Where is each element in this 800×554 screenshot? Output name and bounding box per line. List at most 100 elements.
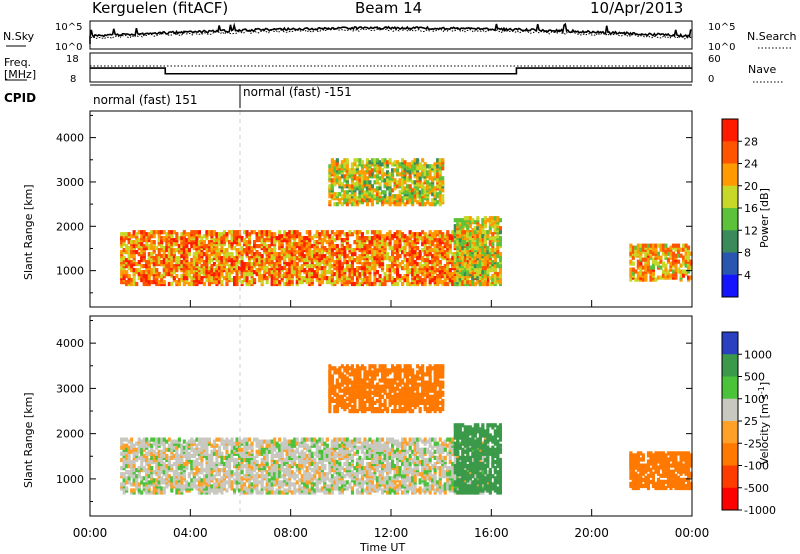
- echo-cell: [398, 162, 402, 167]
- echo-cell: [373, 266, 377, 271]
- echo-cell: [388, 268, 392, 273]
- echo-cell: [381, 196, 385, 201]
- echo-cell: [416, 280, 420, 285]
- echo-cell: [263, 238, 267, 243]
- echo-cell: [125, 470, 129, 475]
- echo-cell: [130, 441, 134, 446]
- echo-cell: [140, 274, 144, 279]
- echo-cell: [127, 274, 131, 279]
- echo-cell: [220, 266, 224, 271]
- echo-cell: [120, 437, 124, 442]
- echo-cell: [426, 180, 430, 185]
- echo-cell: [225, 470, 229, 475]
- echo-cell: [365, 194, 369, 199]
- echo-cell: [235, 480, 239, 485]
- echo-cell: [340, 238, 344, 243]
- nave-tick-bottom: 0: [708, 74, 714, 85]
- echo-cell: [298, 451, 302, 456]
- echo-cell: [498, 236, 502, 241]
- echo-cell: [651, 243, 655, 248]
- echo-cell: [426, 164, 430, 169]
- echo-cell: [368, 256, 372, 261]
- echo-cell: [268, 439, 272, 444]
- echo-cell: [215, 459, 219, 465]
- echo-cell: [275, 252, 279, 257]
- echo-cell: [212, 451, 216, 456]
- echo-cell: [403, 242, 407, 247]
- echo-cell: [416, 158, 420, 163]
- echo-cell: [413, 180, 417, 185]
- echo-cell: [478, 238, 482, 243]
- echo-cell: [305, 472, 309, 477]
- echo-cell: [476, 254, 480, 259]
- echo-cell: [471, 232, 475, 237]
- echo-cell: [330, 252, 334, 257]
- echo-cell: [355, 200, 359, 205]
- echo-cell: [418, 250, 422, 255]
- echo-cell: [233, 236, 237, 241]
- echo-cell: [313, 264, 317, 269]
- echo-cell: [473, 220, 477, 225]
- echo-cell: [381, 240, 385, 245]
- echo-cell: [335, 272, 339, 277]
- echo-cell: [348, 272, 352, 277]
- echo-cell: [157, 280, 161, 285]
- echo-cell: [646, 261, 650, 266]
- echo-cell: [498, 268, 502, 273]
- echo-cell: [182, 461, 186, 467]
- echo-cell: [162, 268, 166, 273]
- echo-cell: [150, 455, 154, 460]
- echo-cell: [150, 280, 154, 285]
- echo-cell: [473, 242, 477, 247]
- echo-cell: [127, 256, 131, 261]
- echo-cell: [125, 486, 129, 491]
- echo-cell: [325, 280, 329, 285]
- echo-cell: [328, 164, 332, 169]
- echo-cell: [493, 268, 497, 273]
- echo-cell: [270, 451, 274, 456]
- echo-cell: [639, 251, 643, 256]
- echo-cell: [132, 459, 136, 465]
- echo-cell: [493, 254, 497, 259]
- echo-cell: [212, 230, 216, 235]
- echo-cell: [290, 274, 294, 279]
- echo-cell: [152, 234, 156, 239]
- echo-cell: [205, 274, 209, 279]
- echo-cell: [240, 280, 244, 285]
- echo-cell: [365, 186, 369, 191]
- echo-cell: [300, 449, 304, 454]
- echo-cell: [217, 461, 221, 467]
- echo-cell: [125, 480, 129, 485]
- echo-cell: [375, 230, 379, 235]
- echo-cell: [308, 480, 312, 485]
- echo-cell: [167, 268, 171, 273]
- echo-cell: [651, 257, 655, 262]
- echo-cell: [162, 486, 166, 491]
- echo-cell: [664, 243, 668, 248]
- echo-cell: [220, 272, 224, 277]
- echo-cell: [180, 264, 184, 269]
- echo-cell: [265, 258, 269, 263]
- echo-cell: [135, 281, 139, 287]
- nsky-panel: [89, 20, 693, 50]
- echo-cell: [373, 278, 377, 283]
- echo-cell: [441, 280, 445, 285]
- echo-cell: [295, 474, 299, 479]
- echo-cell: [348, 264, 352, 269]
- echo-cell: [225, 449, 229, 454]
- echo-cell: [438, 166, 442, 171]
- echo-cell: [200, 276, 204, 281]
- echo-cell: [436, 230, 440, 235]
- echo-cell: [335, 260, 339, 265]
- echo-cell: [308, 437, 312, 442]
- echo-cell: [343, 232, 347, 237]
- echo-cell: [260, 474, 264, 479]
- echo-cell: [323, 457, 327, 463]
- echo-cell: [438, 202, 442, 207]
- echo-cell: [396, 256, 400, 261]
- echo-cell: [340, 188, 344, 193]
- echo-cell: [471, 238, 475, 243]
- echo-cell: [127, 476, 131, 481]
- echo-cell: [240, 447, 244, 452]
- echo-cell: [160, 230, 164, 235]
